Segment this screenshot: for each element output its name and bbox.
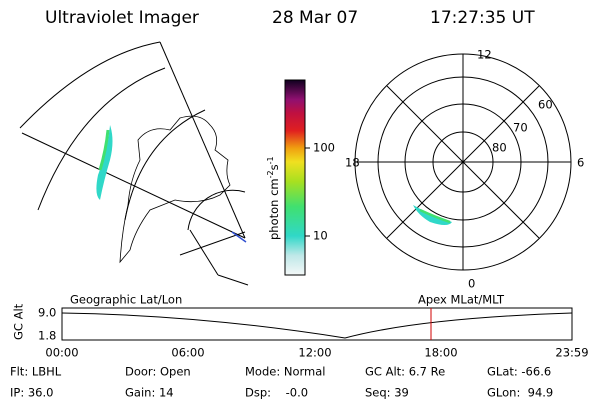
y-tick-label: 1.8 — [38, 329, 56, 343]
footer-field: Door: Open — [125, 365, 191, 379]
mlt-label: 6 — [577, 156, 584, 170]
footer-field: Dsp: -0.0 — [245, 386, 308, 400]
footer: Flt: LBHL Door: Open Mode: Normal GC Alt: 6… — [10, 365, 553, 400]
y-label: GC Alt — [12, 303, 26, 340]
polar-grid — [354, 53, 572, 271]
x-tick-label: 06:00 — [171, 346, 204, 360]
footer-field: GC Alt: 6.7 Re — [365, 365, 445, 379]
label-part: photon cm — [267, 178, 281, 240]
mlt-label: 12 — [477, 48, 492, 62]
colorbar-tick-label: 100 — [313, 141, 335, 155]
x-tick-label: 18:00 — [424, 346, 457, 360]
timeline-left-title: Geographic Lat/Lon — [70, 293, 182, 307]
lat-label: 70 — [513, 121, 528, 135]
footer-field: Gain: 14 — [125, 386, 174, 400]
lat-label: 80 — [492, 141, 507, 155]
timeline-box — [61, 307, 573, 341]
colorbar-label: photon cm-2s-1 — [266, 156, 281, 240]
x-tick-label: 23:59 — [555, 346, 588, 360]
aurora-geo — [96, 125, 113, 200]
geo-map — [19, 41, 249, 286]
colorbar-tick-label: 10 — [313, 229, 328, 243]
timeline-right-title: Apex MLat/MLT — [418, 293, 505, 307]
title: Ultraviolet Imager — [45, 8, 199, 28]
x-tick-label: 12:00 — [298, 346, 331, 360]
footer-field: Seq: 39 — [365, 386, 409, 400]
mlt-label: 18 — [345, 156, 360, 170]
label-part: -1 — [266, 156, 275, 164]
track — [231, 231, 247, 243]
footer-field: GLat: -66.6 — [487, 365, 551, 379]
lat-label: 60 — [538, 98, 553, 112]
time: 17:27:35 UT — [430, 8, 535, 28]
y-tick-label: 9.0 — [38, 306, 56, 320]
label-part: -2 — [266, 170, 275, 178]
mlt-label: 0 — [468, 277, 475, 291]
footer-field: Flt: LBHL — [10, 365, 62, 379]
footer-field: GLon: 94.9 — [487, 386, 553, 400]
footer-field: IP: 36.0 — [10, 386, 53, 400]
x-tick-label: 00:00 — [45, 346, 78, 360]
aurora-geo-core — [98, 129, 110, 171]
aurora-polar-core — [419, 208, 451, 224]
label-part: s — [267, 164, 281, 170]
date: 28 Mar 07 — [272, 8, 358, 28]
colorbar — [284, 79, 306, 276]
footer-field: Mode: Normal — [245, 365, 325, 379]
altitude-curve — [61, 312, 573, 339]
